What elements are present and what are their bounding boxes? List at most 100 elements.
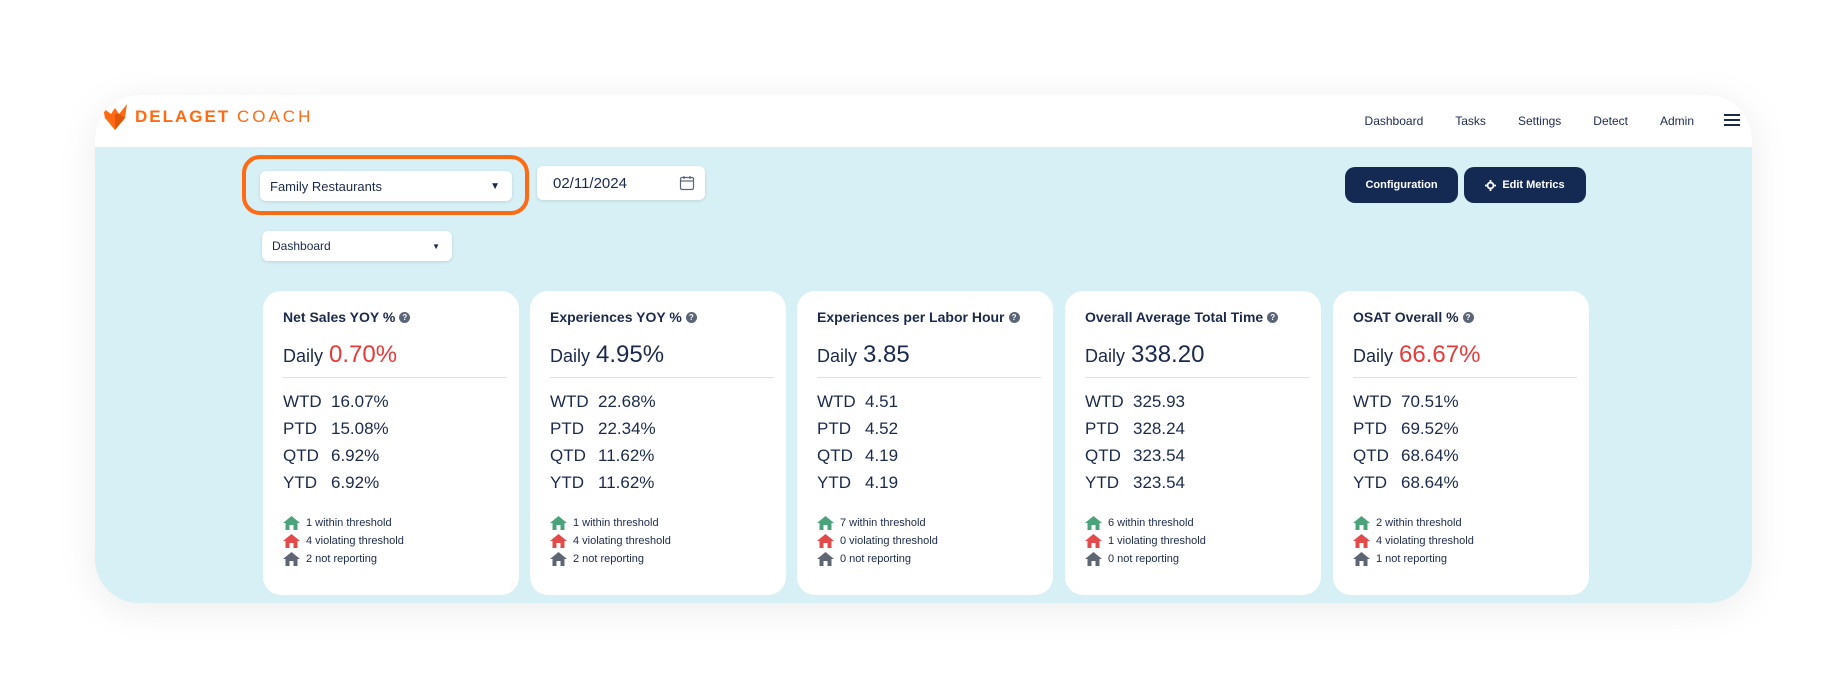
period-value: 68.64% [1401,473,1459,492]
date-value: 02/11/2024 [553,174,627,192]
house-not-reporting-icon [1085,552,1102,566]
nav-admin[interactable]: Admin [1659,114,1694,128]
threshold-status: 6 within threshold 1 violating threshold… [1085,514,1309,568]
status-text: 2 not reporting [573,553,644,565]
period-value: 325.93 [1133,392,1185,411]
help-icon[interactable]: ? [1462,311,1474,323]
configuration-label: Configuration [1365,179,1438,191]
metric-card[interactable]: OSAT Overall % ? Daily 66.67% WTD 70.51%… [1333,291,1589,595]
caret-down-icon: ▼ [432,241,440,251]
nav-tasks[interactable]: Tasks [1455,114,1486,128]
period-key: WTD [1353,392,1392,411]
nav-dashboard[interactable]: Dashboard [1364,114,1424,128]
card-title: Net Sales YOY % ? [283,309,507,325]
period-key: YTD [1085,473,1119,492]
period-key: PTD [283,419,317,438]
view-select[interactable]: Dashboard ▼ [262,231,452,261]
period-key: YTD [817,473,851,492]
status-row: 6 within threshold [1085,514,1309,532]
period-key: QTD [550,446,586,465]
period-value: 68.64% [1401,446,1459,465]
period-value: 6.92% [331,446,380,465]
edit-metrics-button[interactable]: Edit Metrics [1464,167,1586,203]
status-row: 2 not reporting [550,550,774,568]
card-title: Overall Average Total Time ? [1085,309,1309,325]
date-picker[interactable]: 02/11/2024 [537,166,705,200]
period-key: YTD [283,473,317,492]
daily-label: Daily [550,346,591,366]
threshold-status: 1 within threshold 4 violating threshold… [550,514,774,568]
house-within-icon [283,516,300,530]
metric-card[interactable]: Experiences YOY % ? Daily 4.95% WTD 22.6… [530,291,786,595]
period-key: WTD [283,392,322,411]
card-title-text: Net Sales YOY % [283,309,396,325]
help-icon[interactable]: ? [685,311,697,323]
group-select-value: Family Restaurants [270,178,382,194]
period-value: 15.08% [331,419,389,438]
card-title: OSAT Overall % ? [1353,309,1577,325]
house-not-reporting-icon [550,552,567,566]
house-violating-icon [550,534,567,548]
status-text: 0 not reporting [1108,553,1179,565]
period-key: WTD [550,392,589,411]
period-row: QTD 4.19 [817,442,1041,469]
main-nav: Dashboard Tasks Settings Detect Admin [1365,95,1694,147]
status-text: 4 violating threshold [306,535,404,547]
metric-card[interactable]: Experiences per Labor Hour ? Daily 3.85 … [797,291,1053,595]
daily-row: Daily 338.20 [1085,341,1309,378]
card-title: Experiences YOY % ? [550,309,774,325]
brand-logo[interactable]: DELAGET COACH [103,104,313,130]
house-violating-icon [1353,534,1370,548]
metric-card[interactable]: Net Sales YOY % ? Daily 0.70% WTD 16.07%… [263,291,519,595]
period-row: PTD 4.52 [817,415,1041,442]
period-row: WTD 22.68% [550,388,774,415]
hamburger-icon[interactable] [1724,111,1740,129]
period-row: PTD 69.52% [1353,415,1577,442]
status-text: 2 not reporting [306,553,377,565]
house-within-icon [550,516,567,530]
help-icon[interactable]: ? [399,311,411,323]
period-value: 6.92% [331,473,380,492]
daily-label: Daily [1353,346,1394,366]
calendar-icon[interactable] [679,175,695,191]
status-row: 2 not reporting [283,550,507,568]
group-select[interactable]: Family Restaurants ▼ [260,171,512,201]
status-text: 2 within threshold [1376,517,1462,529]
period-row: QTD 68.64% [1353,442,1577,469]
threshold-status: 1 within threshold 4 violating threshold… [283,514,507,568]
house-violating-icon [817,534,834,548]
status-text: 0 violating threshold [840,535,938,547]
period-value: 11.62% [598,446,655,465]
house-within-icon [1085,516,1102,530]
period-row: WTD 4.51 [817,388,1041,415]
period-key: QTD [817,446,853,465]
status-row: 7 within threshold [817,514,1041,532]
configuration-button[interactable]: Configuration [1345,167,1458,203]
daily-label: Daily [1085,346,1126,366]
daily-value: 338.20 [1131,341,1205,368]
daily-label: Daily [283,346,324,366]
status-text: 6 within threshold [1108,517,1194,529]
gear-icon [1485,179,1497,191]
card-title-text: Experiences per Labor Hour [817,309,1005,325]
nav-detect[interactable]: Detect [1593,114,1628,128]
period-value: 69.52% [1401,419,1459,438]
card-title: Experiences per Labor Hour ? [817,309,1041,325]
period-key: PTD [1353,419,1387,438]
help-icon[interactable]: ? [1008,311,1020,323]
nav-settings[interactable]: Settings [1517,114,1562,128]
period-key: PTD [550,419,584,438]
metric-card[interactable]: Overall Average Total Time ? Daily 338.2… [1065,291,1321,595]
help-icon[interactable]: ? [1267,311,1279,323]
period-row: WTD 325.93 [1085,388,1309,415]
threshold-status: 2 within threshold 4 violating threshold… [1353,514,1577,568]
status-row: 0 violating threshold [817,532,1041,550]
period-row: QTD 11.62% [550,442,774,469]
daily-value: 0.70% [329,341,398,368]
status-row: 1 within threshold [283,514,507,532]
period-key: YTD [550,473,584,492]
daily-row: Daily 0.70% [283,341,507,378]
period-value: 16.07% [331,392,389,411]
status-text: 4 violating threshold [573,535,671,547]
status-text: 1 within threshold [306,517,392,529]
